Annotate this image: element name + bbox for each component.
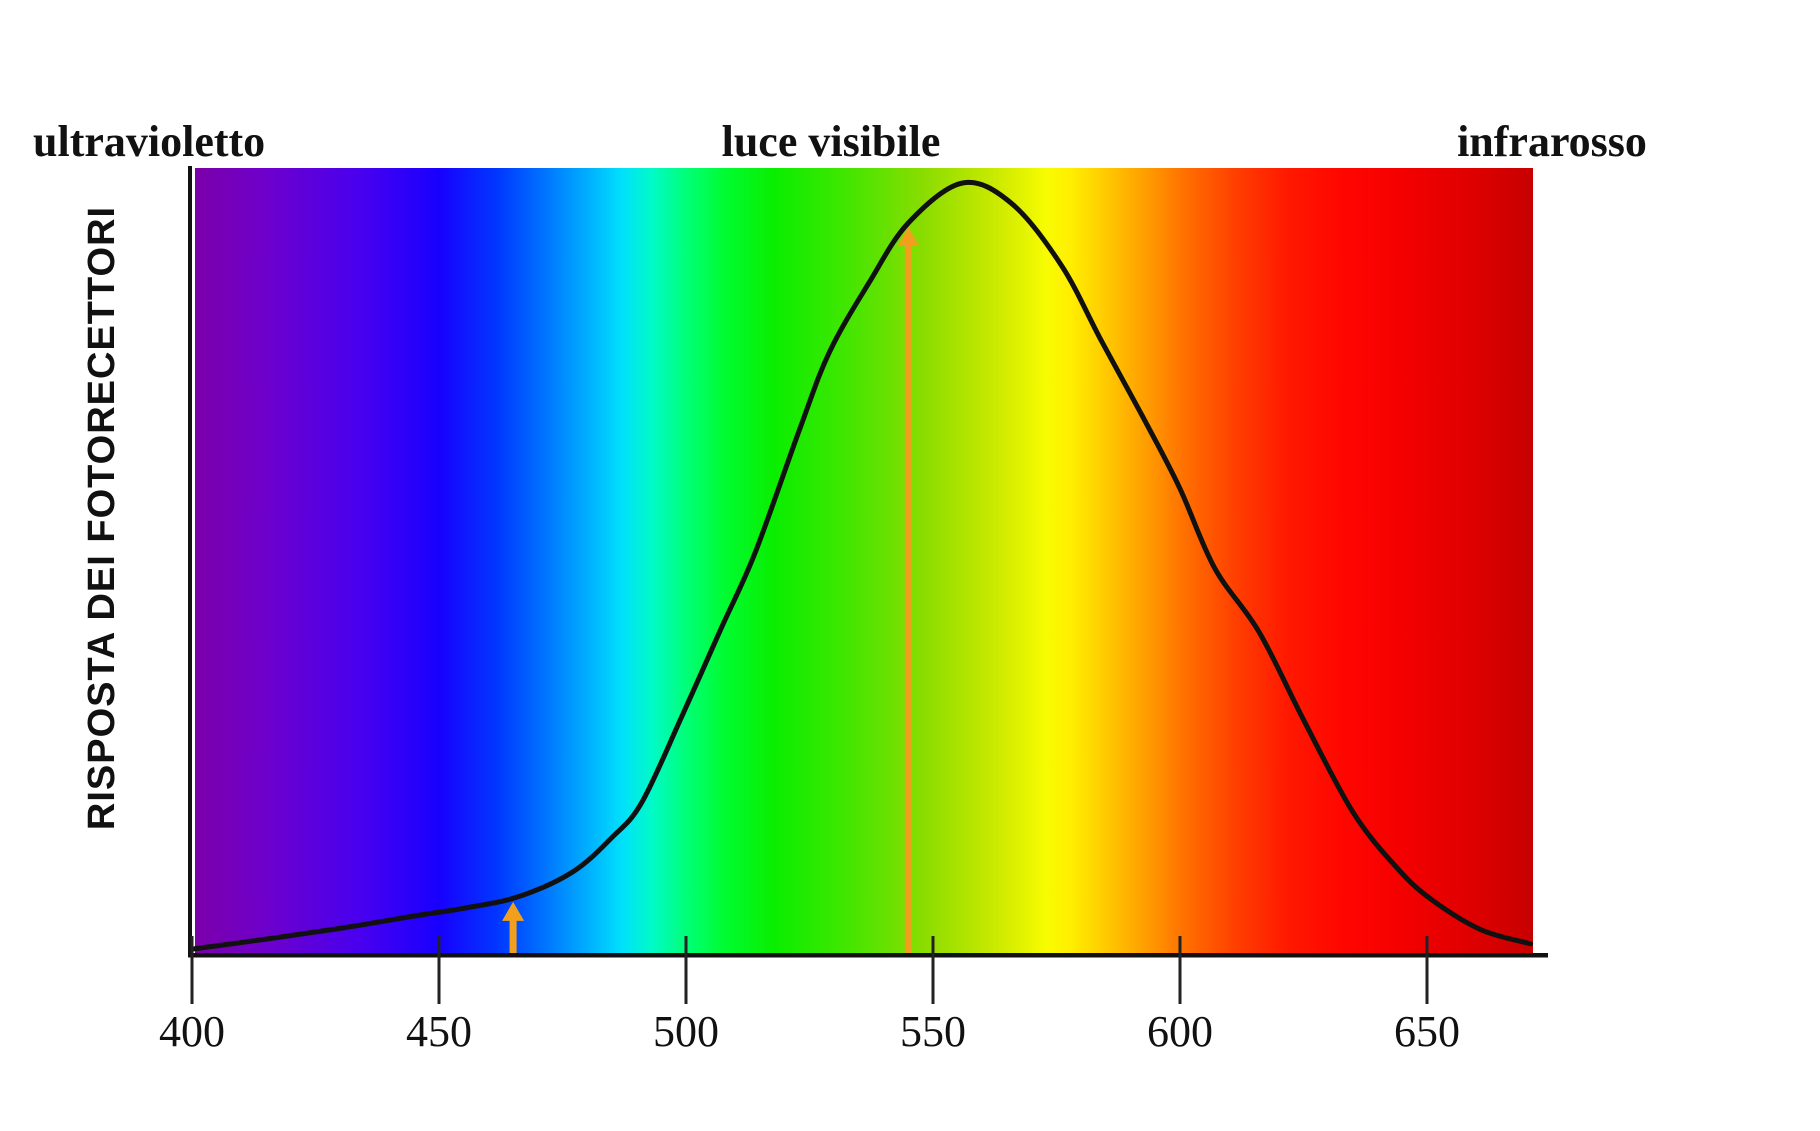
x-tick-450 xyxy=(437,936,441,1004)
arrow-stem-465nm xyxy=(509,916,517,955)
x-tick-label-400: 400 xyxy=(159,1007,225,1056)
region-label-infrared: infrarosso xyxy=(1457,117,1647,166)
arrow-stem-545nm xyxy=(904,242,912,956)
x-tick-label-450: 450 xyxy=(406,1007,472,1056)
arrowhead-545nm xyxy=(897,227,920,247)
x-tick-label-650: 650 xyxy=(1394,1007,1460,1056)
x-tick-500 xyxy=(684,936,688,1004)
x-tick-650 xyxy=(1425,936,1429,1004)
response-curve xyxy=(189,179,1534,952)
region-label-visible-light: luce visibile xyxy=(721,117,941,166)
x-tick-400 xyxy=(190,936,194,1004)
x-axis-line xyxy=(188,953,1548,958)
x-tick-600 xyxy=(1178,936,1182,1004)
x-tick-label-600: 600 xyxy=(1147,1007,1213,1056)
arrowhead-465nm xyxy=(502,901,525,921)
region-label-ultraviolet: ultravioletto xyxy=(33,117,266,166)
x-tick-label-550: 550 xyxy=(900,1007,966,1056)
visible-spectrum-gradient-band xyxy=(195,168,1533,953)
y-axis-line xyxy=(188,166,192,957)
x-tick-550 xyxy=(931,936,935,1004)
x-tick-label-500: 500 xyxy=(653,1007,719,1056)
